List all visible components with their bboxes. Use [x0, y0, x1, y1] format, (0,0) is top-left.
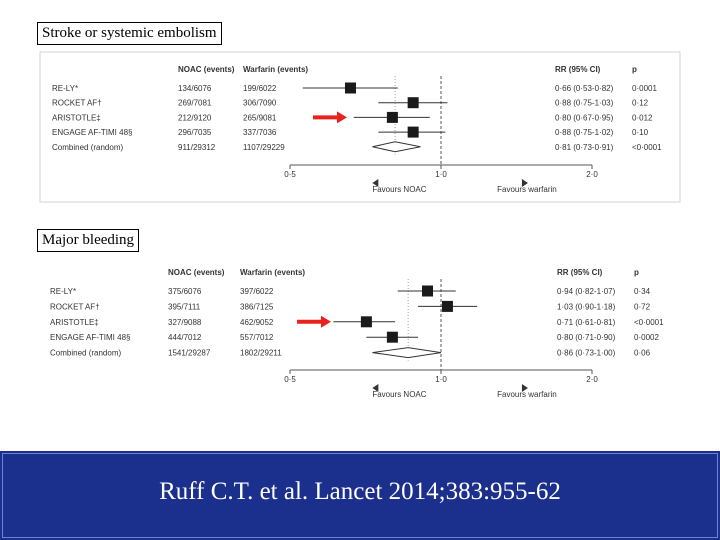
warfarin-events: 265/9081: [243, 113, 277, 122]
trial-name: Combined (random): [50, 349, 121, 358]
p-value: 0·34: [634, 287, 651, 296]
noac-events: 1541/29287: [168, 349, 211, 358]
p-value: 0·0001: [632, 84, 657, 93]
noac-events: 269/7081: [178, 99, 212, 108]
header-warfarin: Warfarin (events): [240, 268, 305, 277]
favours-noac-label: Favours NOAC: [372, 390, 426, 399]
p-value: 0·10: [632, 128, 649, 137]
trial-name: RE-LY*: [52, 84, 78, 93]
footer-border: [2, 453, 718, 538]
major-bleeding-forest-plot: NOAC (events) Warfarin (events) RR (95% CI…: [50, 268, 664, 399]
trial-name: ROCKET AF†: [52, 99, 102, 108]
estimate-square: [407, 126, 419, 138]
p-value: 0·0002: [634, 333, 659, 342]
warfarin-events: 1107/29229: [243, 143, 285, 152]
favours-left-arrowhead: [372, 384, 379, 392]
estimate-square: [386, 331, 398, 343]
header-noac: NOAC (events): [178, 65, 235, 74]
estimate-square: [386, 111, 398, 123]
estimate-square: [441, 300, 453, 312]
rr-ci-value: 0·80 (0·71-0·90): [557, 333, 616, 342]
trial-name: ENGAGE AF-TIMI 48§: [50, 333, 130, 342]
x-tick-label: 1·0: [435, 375, 447, 384]
header-p: p: [634, 268, 639, 277]
noac-events: 911/29312: [178, 143, 216, 152]
rr-ci-value: 0·81 (0·73-0·91): [555, 143, 614, 152]
x-tick-label: 2·0: [586, 170, 598, 179]
highlight-arrow: [313, 111, 347, 124]
trial-name: Combined (random): [52, 143, 123, 152]
estimate-square: [344, 82, 356, 94]
highlight-arrow: [297, 315, 331, 328]
x-tick-label: 0·5: [284, 170, 296, 179]
p-value: 0·72: [634, 302, 651, 311]
rr-ci-value: 0·94 (0·82-1·07): [557, 287, 616, 296]
p-value: 0·012: [632, 113, 653, 122]
trial-name: ENGAGE AF-TIMI 48§: [52, 128, 132, 137]
rr-ci-value: 0·88 (0·75-1·02): [555, 128, 614, 137]
estimate-square: [360, 316, 372, 328]
p-value: 0·12: [632, 99, 649, 108]
favours-left-arrowhead: [372, 179, 379, 187]
x-tick-label: 2·0: [586, 375, 598, 384]
noac-events: 296/7035: [178, 128, 212, 137]
warfarin-events: 397/6022: [240, 287, 274, 296]
rr-ci-value: 0·71 (0·61-0·81): [557, 318, 616, 327]
rr-ci-value: 1·03 (0·90-1·18): [557, 302, 616, 311]
trial-name: ROCKET AF†: [50, 302, 100, 311]
stroke-embolism-title: Stroke or systemic embolism: [37, 22, 222, 45]
warfarin-events: 1802/29211: [240, 349, 282, 358]
pooled-diamond: [372, 141, 421, 153]
trial-name: ARISTOTLE‡: [52, 113, 101, 122]
header-p: p: [632, 65, 637, 74]
p-value: 0·06: [634, 349, 651, 358]
warfarin-events: 557/7012: [240, 333, 274, 342]
warfarin-events: 386/7125: [240, 302, 274, 311]
major-bleeding-title: Major bleeding: [37, 229, 140, 252]
noac-events: 395/7111: [168, 302, 201, 311]
warfarin-events: 462/9052: [240, 318, 274, 327]
pooled-diamond: [372, 347, 442, 359]
favours-noac-label: Favours NOAC: [372, 185, 426, 194]
favours-right-arrowhead: [521, 179, 528, 187]
x-tick-label: 0·5: [284, 375, 296, 384]
trial-name: ARISTOTLE‡: [50, 318, 99, 327]
noac-events: 327/9088: [168, 318, 202, 327]
header-noac: NOAC (events): [168, 268, 225, 277]
estimate-square: [407, 97, 419, 109]
warfarin-events: 337/7036: [243, 128, 277, 137]
rr-ci-value: 0·88 (0·75-1·03): [555, 99, 614, 108]
favours-warfarin-label: Favours warfarin: [497, 185, 557, 194]
stroke-embolism-forest-plot: NOAC (events) Warfarin (events) RR (95% CI…: [39, 51, 681, 203]
header-warfarin: Warfarin (events): [243, 65, 308, 74]
favours-right-arrowhead: [521, 384, 528, 392]
plot-frame: [39, 51, 681, 203]
rr-ci-value: 0·80 (0·67-0·95): [555, 113, 614, 122]
header-rr: RR (95% CI): [557, 268, 603, 277]
x-tick-label: 1·0: [435, 170, 447, 179]
trial-name: RE-LY*: [50, 287, 76, 296]
noac-events: 212/9120: [178, 113, 212, 122]
estimate-square: [422, 285, 434, 297]
citation-text: Ruff C.T. et al. Lancet 2014;383:955-62: [159, 478, 561, 505]
noac-events: 444/7012: [168, 333, 202, 342]
rr-ci-value: 0·66 (0·53-0·82): [555, 84, 614, 93]
noac-events: 375/6076: [168, 287, 202, 296]
header-rr: RR (95% CI): [555, 65, 601, 74]
p-value: <0·0001: [634, 318, 664, 327]
warfarin-events: 199/6022: [243, 84, 277, 93]
p-value: <0·0001: [632, 143, 662, 152]
warfarin-events: 306/7090: [243, 99, 277, 108]
rr-ci-value: 0·86 (0·73-1·00): [557, 349, 616, 358]
noac-events: 134/6076: [178, 84, 212, 93]
favours-warfarin-label: Favours warfarin: [497, 390, 557, 399]
citation-footer: [0, 451, 720, 540]
